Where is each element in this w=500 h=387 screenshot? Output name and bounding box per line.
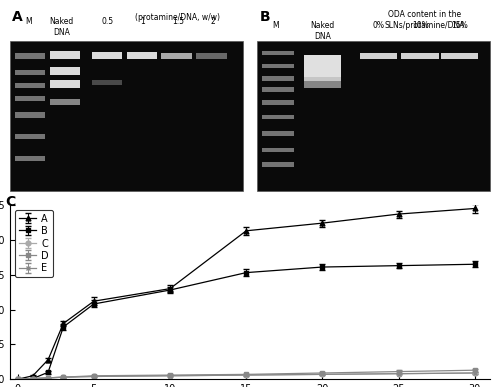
Bar <box>50 80 80 88</box>
Text: DNA: DNA <box>314 32 330 41</box>
Bar <box>14 112 45 118</box>
Text: A: A <box>12 10 23 24</box>
Bar <box>262 148 294 152</box>
Text: M: M <box>272 21 279 30</box>
Bar <box>92 51 122 59</box>
Bar <box>441 53 478 59</box>
Text: 1: 1 <box>140 17 145 26</box>
Text: 0.5: 0.5 <box>102 17 114 26</box>
Text: ODA content in the: ODA content in the <box>388 10 462 19</box>
Text: M: M <box>26 17 32 26</box>
Bar <box>126 51 157 59</box>
Bar <box>262 100 294 105</box>
Text: Naked: Naked <box>49 17 74 26</box>
Text: C: C <box>5 195 15 209</box>
Text: Naked: Naked <box>310 21 334 30</box>
Text: DNA: DNA <box>53 28 70 37</box>
Bar <box>92 80 122 85</box>
Text: 2: 2 <box>210 17 215 26</box>
Bar <box>262 115 294 119</box>
Bar <box>196 53 226 59</box>
Bar <box>162 53 192 59</box>
Bar <box>262 63 294 68</box>
Text: 0%: 0% <box>372 21 384 30</box>
Text: 15%: 15% <box>452 21 468 30</box>
Text: 1.5: 1.5 <box>172 17 184 26</box>
Legend: A, B, C, D, E: A, B, C, D, E <box>15 210 52 277</box>
Bar <box>262 51 294 55</box>
Bar <box>304 55 341 81</box>
Bar <box>402 53 438 59</box>
Bar <box>262 87 294 92</box>
Bar <box>14 96 45 101</box>
Bar <box>14 83 45 88</box>
Bar <box>304 77 341 88</box>
Text: SLNs/protamine/DNA: SLNs/protamine/DNA <box>384 21 465 29</box>
Bar <box>50 67 80 75</box>
Bar <box>262 76 294 81</box>
Bar <box>50 99 80 105</box>
Bar <box>50 51 80 59</box>
Bar <box>14 134 45 139</box>
Bar <box>360 53 397 59</box>
Bar <box>10 41 243 191</box>
Text: (protamine/DNA, w/w): (protamine/DNA, w/w) <box>136 13 220 22</box>
Text: B: B <box>260 10 270 24</box>
Bar <box>262 163 294 167</box>
Bar <box>257 41 490 191</box>
Bar <box>14 156 45 161</box>
Bar <box>14 53 45 59</box>
Bar <box>262 131 294 136</box>
Bar <box>14 70 45 75</box>
Text: 10%: 10% <box>412 21 428 30</box>
